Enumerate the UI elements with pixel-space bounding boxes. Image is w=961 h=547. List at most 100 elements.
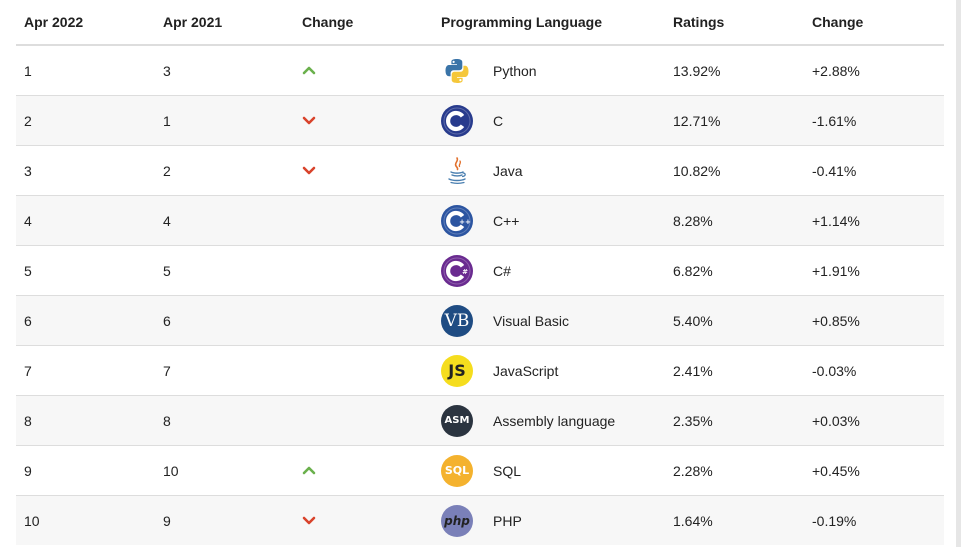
rank-change-indicator (294, 495, 433, 545)
language-name[interactable]: C++ (493, 212, 520, 229)
table-row: 6 6 VB Visual Basic 5.40% +0.85% (16, 295, 944, 346)
programming-language-cell: JS JavaScript (433, 345, 665, 396)
rating-value: 5.40% (665, 295, 804, 346)
rank-2021: 1 (155, 95, 294, 146)
header-ratings[interactable]: Ratings (665, 0, 804, 46)
rank-change-indicator (294, 145, 433, 196)
rank-2021: 5 (155, 245, 294, 296)
rank-change-indicator (294, 345, 433, 396)
vb-logo-icon: VB (441, 304, 473, 337)
language-name[interactable]: PHP (493, 512, 522, 529)
arrow-down-icon (302, 166, 316, 174)
rating-change-value: -0.03% (804, 345, 944, 396)
language-name[interactable]: JavaScript (493, 362, 559, 379)
header-programming-language[interactable]: Programming Language (433, 0, 665, 46)
python-logo-icon (441, 55, 473, 87)
rating-value: 2.35% (665, 395, 804, 446)
rank-2021: 8 (155, 395, 294, 446)
header-apr-2022[interactable]: Apr 2022 (16, 0, 155, 46)
rating-value: 13.92% (665, 44, 804, 96)
header-apr-2021[interactable]: Apr 2021 (155, 0, 294, 46)
language-name[interactable]: C (493, 112, 504, 129)
rank-change-indicator (294, 395, 433, 446)
rank-2021: 2 (155, 145, 294, 196)
rank-2022: 5 (16, 245, 155, 296)
table-row: 4 4 ++ C++ 8.28% +1.14% (16, 195, 944, 246)
svg-text:++: ++ (459, 218, 471, 226)
programming-language-cell: VB Visual Basic (433, 295, 665, 346)
header-change-arrow[interactable]: Change (294, 0, 433, 46)
rating-change-value: +2.88% (804, 44, 944, 96)
arrow-up-icon (302, 66, 316, 74)
rating-value: 2.28% (665, 445, 804, 496)
programming-language-cell: C (433, 95, 665, 146)
language-name[interactable]: Java (493, 162, 523, 179)
logo-text: ASM (444, 415, 470, 426)
rank-2022: 9 (16, 445, 155, 496)
language-name[interactable]: Python (493, 62, 537, 79)
rank-2022: 3 (16, 145, 155, 196)
rank-2022: 2 (16, 95, 155, 146)
rating-change-value: -1.61% (804, 95, 944, 146)
rating-value: 2.41% (665, 345, 804, 396)
arrow-down-icon (302, 116, 316, 124)
language-name[interactable]: C# (493, 262, 511, 279)
programming-language-cell: Python (433, 44, 665, 96)
rank-2022: 6 (16, 295, 155, 346)
programming-language-cell: Java (433, 145, 665, 196)
rank-2022: 4 (16, 195, 155, 246)
svg-text:#: # (462, 268, 468, 276)
header-row: Apr 2022 Apr 2021 Change Programming Lan… (16, 0, 944, 46)
header-change-percent[interactable]: Change (804, 0, 944, 46)
rank-2021: 6 (155, 295, 294, 346)
logo-text: JS (448, 361, 466, 380)
table-row: 9 10 SQL SQL 2.28% +0.45% (16, 445, 944, 496)
table-row: 10 9 php PHP 1.64% -0.19% (16, 495, 944, 545)
tiobe-ranking-table: Apr 2022 Apr 2021 Change Programming Lan… (16, 0, 944, 545)
language-name[interactable]: SQL (493, 462, 522, 479)
arrow-up-icon (302, 466, 316, 474)
rank-change-indicator (294, 44, 433, 96)
page-scrollbar[interactable] (956, 0, 961, 547)
table-row: 7 7 JS JavaScript 2.41% -0.03% (16, 345, 944, 396)
rating-value: 8.28% (665, 195, 804, 246)
programming-language-cell: SQL SQL (433, 445, 665, 496)
rating-value: 1.64% (665, 495, 804, 545)
rating-change-value: +0.85% (804, 295, 944, 346)
rank-2022: 1 (16, 44, 155, 96)
rating-change-value: +0.45% (804, 445, 944, 496)
rating-change-value: -0.19% (804, 495, 944, 545)
rating-value: 6.82% (665, 245, 804, 296)
logo-text: VB (444, 310, 470, 331)
table-row: 8 8 ASM Assembly language 2.35% +0.03% (16, 395, 944, 446)
language-name[interactable]: Assembly language (493, 412, 616, 429)
table-row: 3 2 Java 10.82% -0.41% (16, 145, 944, 196)
programming-language-cell: ASM Assembly language (433, 395, 665, 446)
language-name[interactable]: Visual Basic (493, 312, 570, 329)
rating-value: 10.82% (665, 145, 804, 196)
php-logo-icon: php (441, 504, 473, 537)
asm-logo-icon: ASM (441, 404, 473, 437)
rating-change-value: +0.03% (804, 395, 944, 446)
cpp-logo-icon: ++ (441, 204, 473, 237)
rank-change-indicator (294, 245, 433, 296)
csharp-logo-icon: # (441, 254, 473, 287)
java-logo-icon (441, 155, 473, 187)
table-row: 2 1 C 12.71% -1.61% (16, 95, 944, 146)
c-logo-icon (441, 104, 473, 137)
rank-2021: 10 (155, 445, 294, 496)
rank-2021: 3 (155, 44, 294, 96)
rank-2022: 8 (16, 395, 155, 446)
logo-text: php (444, 513, 470, 528)
rank-2021: 4 (155, 195, 294, 246)
rank-2022: 10 (16, 495, 155, 545)
rank-2022: 7 (16, 345, 155, 396)
sql-logo-icon: SQL (441, 454, 473, 487)
programming-language-cell: php PHP (433, 495, 665, 545)
table-row: 5 5 # C# 6.82% +1.91% (16, 245, 944, 296)
rank-change-indicator (294, 445, 433, 496)
rank-change-indicator (294, 295, 433, 346)
rank-change-indicator (294, 95, 433, 146)
logo-text: SQL (444, 464, 470, 477)
rating-change-value: +1.91% (804, 245, 944, 296)
